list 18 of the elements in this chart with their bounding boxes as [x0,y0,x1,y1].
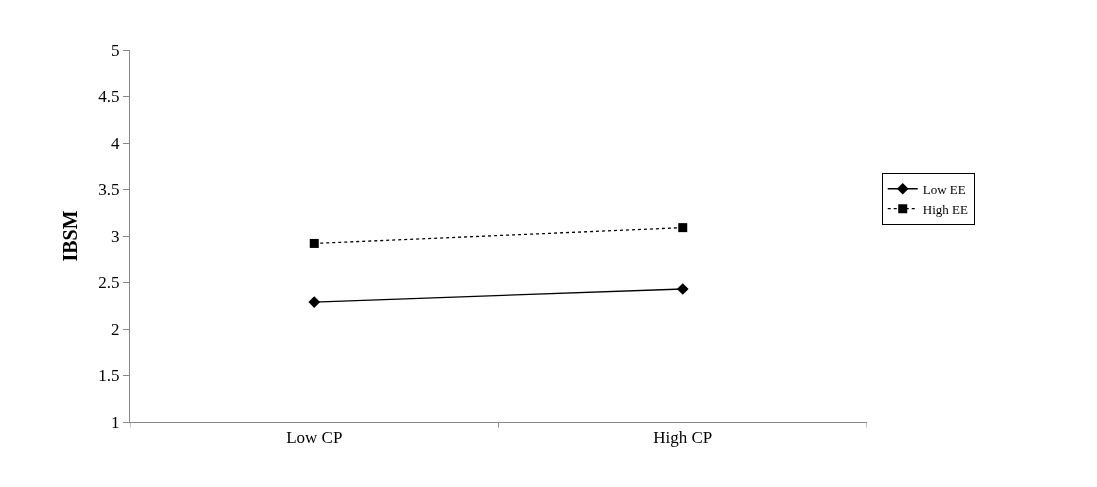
y-tick-label: 2 [111,319,120,339]
y-tick-label: 3.5 [98,180,120,200]
y-tick-label: 5 [111,40,120,60]
legend-label: Low EE [922,181,966,197]
y-tick-label: 4.5 [98,87,120,107]
x-tick-label: Low CP [286,428,343,448]
y-tick-label: 3 [111,226,120,246]
point [678,223,688,233]
y-tick-label: 1.5 [98,366,120,386]
y-axis-title: IBSM [58,210,81,262]
legend-label: High EE [922,201,968,217]
point [308,296,321,308]
y-tick-label: 2.5 [98,273,120,293]
y-tick-label: 4 [111,133,121,153]
point [676,283,689,295]
point [309,238,319,248]
x-tick-label: High CP [653,428,713,448]
y-tick-label: 1 [111,412,120,432]
